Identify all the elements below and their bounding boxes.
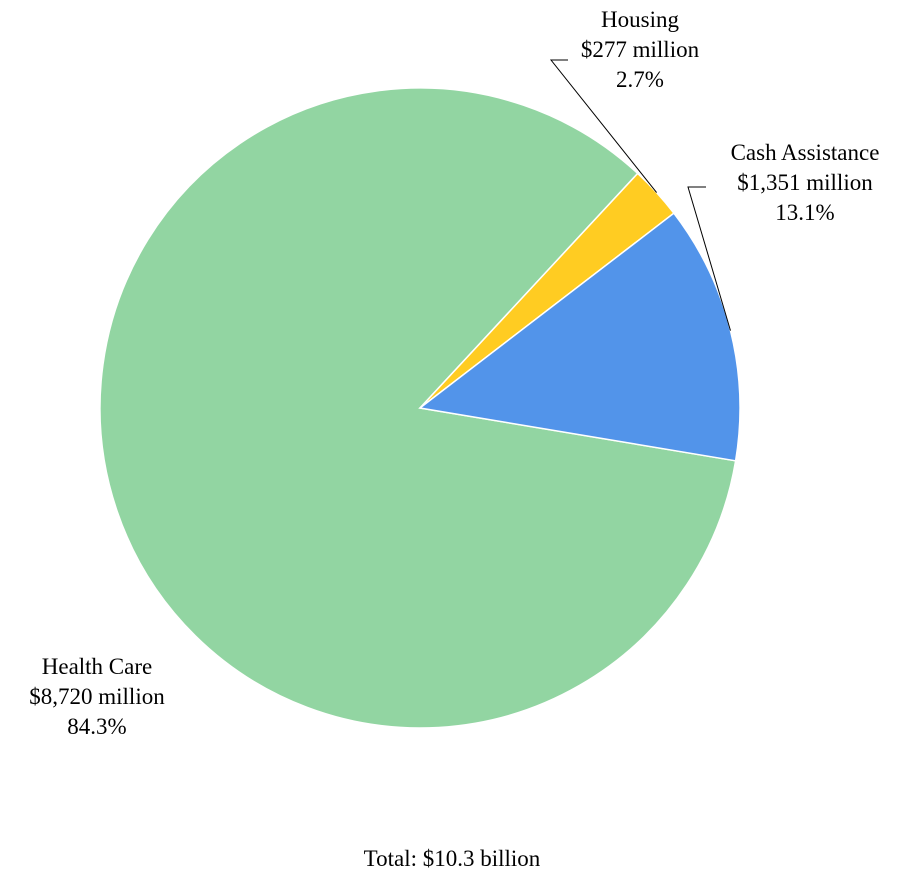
chart-total: Total: $10.3 billion [0,846,904,872]
label-cash-assistance: Cash Assistance $1,351 million 13.1% [700,138,904,228]
label-cash-assistance-percent: 13.1% [700,198,904,228]
label-housing-name: Housing [570,5,710,35]
label-health-care-percent: 84.3% [0,712,194,742]
label-housing-percent: 2.7% [570,65,710,95]
label-health-care: Health Care $8,720 million 84.3% [0,652,194,742]
label-cash-assistance-amount: $1,351 million [700,168,904,198]
label-health-care-name: Health Care [0,652,194,682]
label-cash-assistance-name: Cash Assistance [700,138,904,168]
label-housing: Housing $277 million 2.7% [570,5,710,95]
label-housing-amount: $277 million [570,35,710,65]
label-health-care-amount: $8,720 million [0,682,194,712]
